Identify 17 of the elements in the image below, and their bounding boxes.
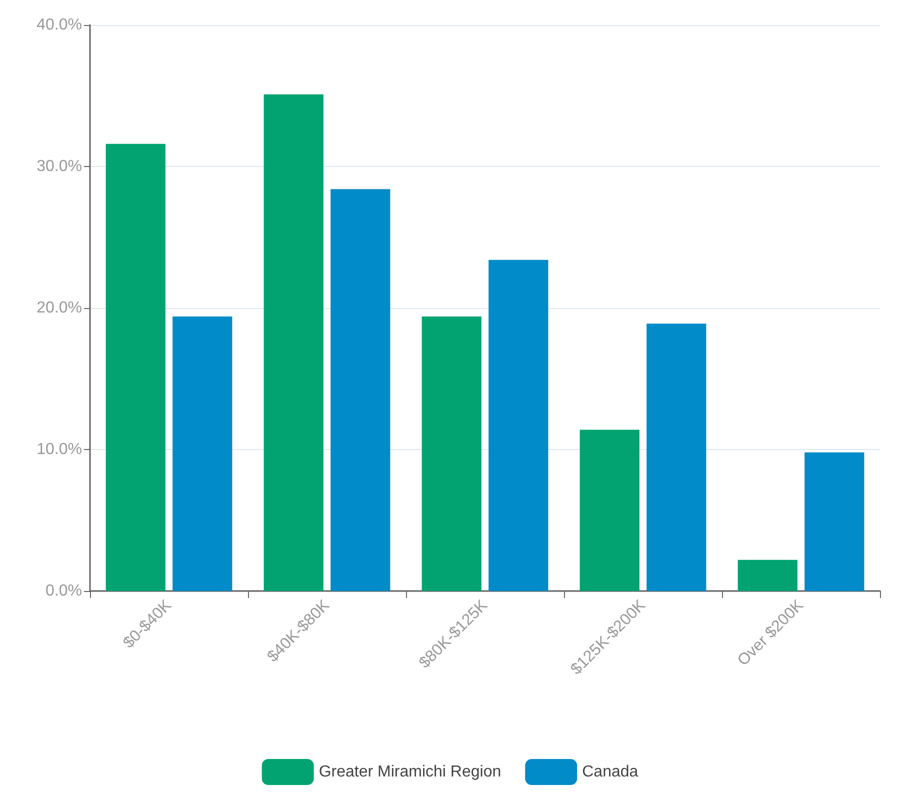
bar bbox=[422, 316, 482, 591]
bar bbox=[646, 324, 706, 591]
bar bbox=[738, 560, 798, 591]
y-tick-label: 20.0% bbox=[36, 300, 82, 316]
y-tick-label: 40.0% bbox=[36, 16, 82, 34]
legend-label: Greater Miramichi Region bbox=[318, 764, 502, 780]
bar bbox=[264, 94, 324, 591]
bar bbox=[172, 316, 232, 591]
legend-label: Canada bbox=[582, 764, 638, 780]
bar bbox=[330, 189, 390, 591]
bar bbox=[580, 430, 640, 591]
bar bbox=[804, 452, 864, 591]
bar bbox=[106, 144, 166, 591]
bar bbox=[488, 260, 548, 591]
y-tick-label: 10.0% bbox=[36, 441, 82, 458]
y-tick-label: 30.0% bbox=[36, 158, 82, 175]
y-tick-label: 0.0% bbox=[46, 582, 82, 600]
